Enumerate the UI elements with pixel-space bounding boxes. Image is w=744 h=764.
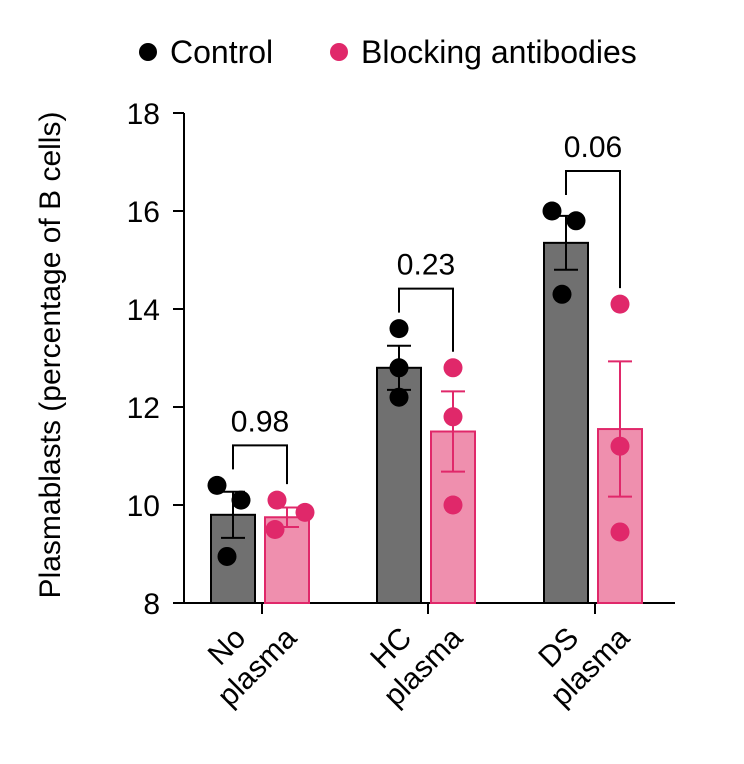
legend: Control Blocking antibodies: [139, 34, 637, 70]
bar-control: [543, 241, 589, 604]
y-tick-label: 18: [127, 98, 160, 131]
data-point: [267, 490, 287, 510]
p-value-label: 0.06: [564, 131, 622, 164]
data-point: [389, 319, 409, 339]
y-tick-label: 12: [127, 392, 160, 425]
data-point: [443, 358, 463, 378]
data-point: [265, 520, 285, 539]
legend-label: Blocking antibodies: [361, 34, 637, 70]
y-axis-title: Plasmablasts (percentage of B cells): [34, 112, 67, 599]
significance-bracket: [398, 287, 454, 352]
data-point: [552, 284, 572, 304]
significance-bracket: [232, 444, 288, 485]
data-point: [443, 407, 463, 427]
data-point: [207, 475, 227, 495]
data-point: [610, 522, 630, 542]
y-tick-label: 16: [127, 196, 160, 229]
y-tick-label: 14: [127, 294, 160, 327]
data-point: [389, 387, 409, 407]
legend-label: Control: [170, 34, 273, 70]
plot-area: 8 10 12 14 16 18 Noplasma HCplasma DSplasma 0.98 0…: [127, 98, 675, 713]
data-point: [443, 495, 463, 515]
data-point: [566, 211, 586, 231]
significance-bracket: [565, 170, 621, 289]
p-value-label: 0.98: [231, 405, 289, 438]
y-tick-label: 10: [127, 490, 160, 523]
x-tick-label: DSplasma: [519, 596, 636, 713]
p-value-label: 0.23: [397, 249, 455, 282]
data-point: [217, 546, 237, 566]
x-tick-label: HCplasma: [352, 596, 469, 713]
bar-control: [376, 366, 422, 604]
legend-marker: [139, 43, 157, 61]
legend-marker: [330, 43, 348, 61]
bar-blocking-antibodies: [430, 430, 476, 604]
data-point: [610, 294, 630, 314]
data-point: [295, 502, 315, 522]
y-tick-label: 8: [143, 588, 160, 621]
data-point: [542, 201, 562, 221]
x-tick-label: Noplasma: [186, 596, 303, 713]
data-point: [389, 358, 409, 378]
data-point: [610, 436, 630, 456]
data-point: [231, 490, 251, 510]
